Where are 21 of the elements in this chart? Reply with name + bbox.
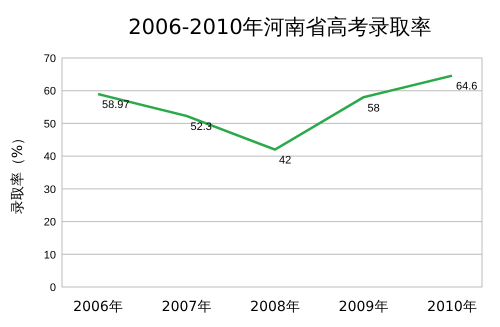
x-tick-label: 2007年	[162, 299, 212, 315]
chart-title: 2006-2010年河南省高考录取率	[128, 15, 432, 39]
data-label: 64.6	[456, 80, 478, 93]
y-tick-label: 0	[50, 282, 56, 294]
y-tick-label: 10	[44, 249, 56, 262]
y-tick-label: 30	[44, 184, 56, 196]
y-tick-label: 50	[44, 118, 56, 130]
y-tick-label: 40	[44, 151, 56, 164]
y-tick-label: 70	[44, 53, 56, 65]
y-axis-title: 录取率（%）	[10, 130, 26, 214]
y-tick-label: 60	[44, 86, 56, 98]
x-tick-label: 2006年	[73, 299, 123, 315]
x-tick-label: 2008年	[250, 299, 300, 315]
x-tick-label: 2010年	[427, 299, 477, 315]
data-label: 58	[368, 102, 380, 114]
x-tick-label: 2009年	[338, 299, 388, 315]
data-label: 42	[279, 154, 292, 167]
data-label: 52.3	[190, 120, 212, 133]
y-tick-label: 20	[44, 216, 56, 229]
data-label: 58.97	[102, 99, 130, 112]
line-series	[96, 74, 454, 151]
